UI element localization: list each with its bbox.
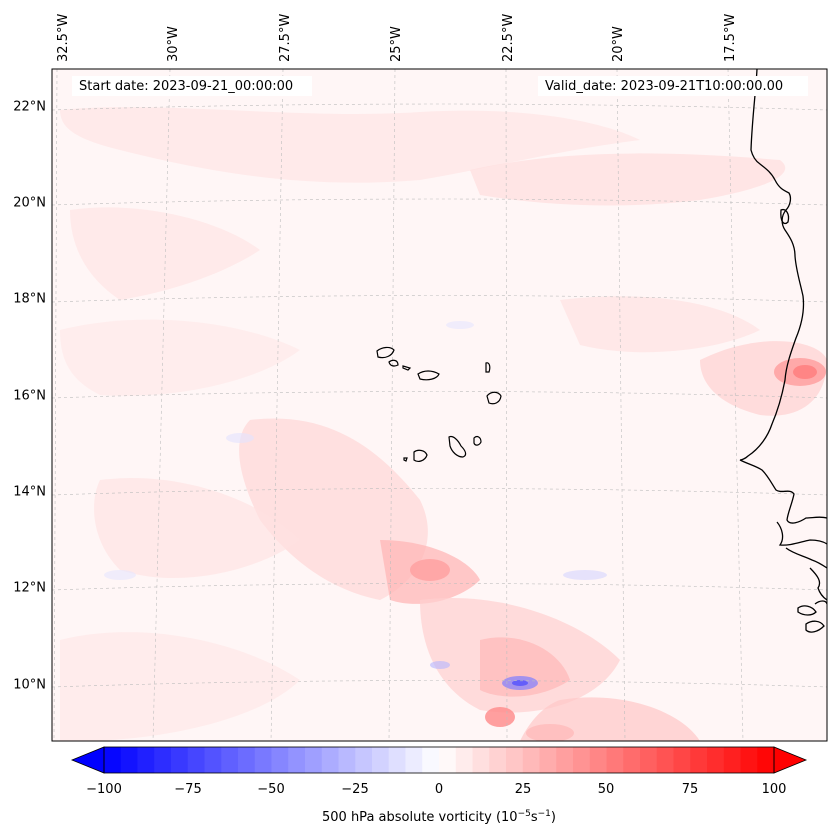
colorbar-segment bbox=[539, 747, 557, 773]
lat-label: 14°N bbox=[13, 485, 46, 500]
colorbar-segment bbox=[120, 747, 138, 773]
colorbar-tick-label: −75 bbox=[174, 782, 201, 797]
colorbar-segment bbox=[472, 747, 490, 773]
colorbar-segment bbox=[455, 747, 473, 773]
graticule bbox=[52, 69, 827, 741]
colorbar-max-extension bbox=[773, 746, 808, 774]
colorbar-segment bbox=[723, 747, 741, 773]
lon-label: 22.5°W bbox=[501, 14, 516, 62]
colorbar-segment bbox=[254, 747, 272, 773]
colorbar-label: 500 hPa absolute vorticity (10−5s−1) bbox=[322, 809, 556, 825]
colorbar-segment bbox=[388, 747, 406, 773]
colorbar-segment bbox=[288, 747, 306, 773]
colorbar-segment bbox=[338, 747, 356, 773]
lat-label: 20°N bbox=[13, 196, 46, 211]
colorbar-segment bbox=[757, 747, 775, 773]
colorbar-min-extension bbox=[70, 746, 105, 774]
colorbar-segment bbox=[556, 747, 574, 773]
colorbar-tick-label: 75 bbox=[682, 782, 699, 797]
lon-label: 30°W bbox=[166, 26, 181, 62]
colorbar-tick-label: 0 bbox=[435, 782, 443, 797]
colorbar-segment bbox=[522, 747, 540, 773]
colorbar-segment bbox=[573, 747, 591, 773]
valid-date-label: Valid_date: 2023-09-21T10:00:00.00 bbox=[545, 79, 783, 94]
colorbar-segment bbox=[740, 747, 758, 773]
colorbar-segment bbox=[355, 747, 373, 773]
lon-label: 27.5°W bbox=[278, 14, 293, 62]
lat-label: 16°N bbox=[13, 389, 46, 404]
colorbar-ticks: −100 −75 −50 −25 0 25 50 75 100 bbox=[86, 782, 786, 797]
colorbar-segment bbox=[405, 747, 423, 773]
valid-date-box bbox=[538, 76, 808, 96]
africa-coastline bbox=[739, 69, 827, 524]
colorbar-segment bbox=[187, 747, 205, 773]
colorbar-segment bbox=[640, 747, 658, 773]
start-date-label: Start date: 2023-09-21_00:00:00 bbox=[79, 79, 293, 94]
lon-label: 17.5°W bbox=[723, 14, 738, 62]
colorbar-segments bbox=[104, 747, 775, 773]
colorbar-segment bbox=[372, 747, 390, 773]
colorbar-tick-label: −50 bbox=[257, 782, 284, 797]
colorbar-segment bbox=[506, 747, 524, 773]
colorbar-tick-label: 50 bbox=[598, 782, 615, 797]
colorbar-segment bbox=[439, 747, 457, 773]
colorbar-segment bbox=[656, 747, 674, 773]
colorbar-segment bbox=[422, 747, 440, 773]
colorbar-segment bbox=[137, 747, 155, 773]
lat-label: 22°N bbox=[13, 100, 46, 115]
lon-label: 32.5°W bbox=[56, 14, 71, 62]
colorbar-segment bbox=[321, 747, 339, 773]
colorbar: −100 −75 −50 −25 0 25 50 75 100 500 hPa … bbox=[70, 746, 808, 825]
latitude-labels: 22°N 20°N 18°N 16°N 14°N 12°N 10°N bbox=[13, 100, 46, 693]
colorbar-segment bbox=[707, 747, 725, 773]
cape-verde-islands bbox=[376, 346, 502, 462]
colorbar-segment bbox=[305, 747, 323, 773]
colorbar-segment bbox=[271, 747, 289, 773]
colorbar-segment bbox=[489, 747, 507, 773]
colorbar-segment bbox=[104, 747, 122, 773]
start-date-box bbox=[72, 76, 312, 96]
colorbar-segment bbox=[154, 747, 172, 773]
colorbar-frame bbox=[103, 746, 775, 774]
lat-label: 18°N bbox=[13, 292, 46, 307]
vorticity-field bbox=[60, 107, 827, 741]
colorbar-segment bbox=[221, 747, 239, 773]
map-panel: Start date: 2023-09-21_00:00:00 Valid_da… bbox=[51, 68, 828, 742]
lon-label: 25°W bbox=[389, 26, 404, 62]
map-frame bbox=[51, 68, 828, 742]
lat-label: 10°N bbox=[13, 678, 46, 693]
colorbar-segment bbox=[238, 747, 256, 773]
colorbar-segment bbox=[623, 747, 641, 773]
lon-label: 20°W bbox=[611, 26, 626, 62]
colorbar-segment bbox=[690, 747, 708, 773]
colorbar-tick-label: 100 bbox=[762, 782, 787, 797]
colorbar-tick-label: 25 bbox=[515, 782, 532, 797]
colorbar-segment bbox=[204, 747, 222, 773]
coastlines bbox=[739, 69, 827, 633]
colorbar-segment bbox=[589, 747, 607, 773]
colorbar-tick-label: −25 bbox=[341, 782, 368, 797]
colorbar-segment bbox=[673, 747, 691, 773]
colorbar-segment bbox=[606, 747, 624, 773]
colorbar-segment bbox=[171, 747, 189, 773]
colorbar-tick-label: −100 bbox=[86, 782, 122, 797]
lat-label: 12°N bbox=[13, 581, 46, 596]
longitude-labels: 32.5°W 30°W 27.5°W 25°W 22.5°W 20°W 17.5… bbox=[56, 14, 738, 62]
